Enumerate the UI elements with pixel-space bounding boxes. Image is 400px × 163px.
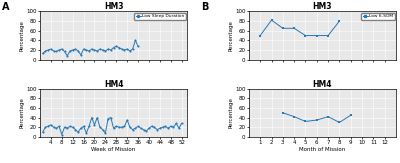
Y-axis label: Percentage: Percentage (228, 20, 234, 51)
Legend: Low Sleep Duration: Low Sleep Duration (134, 13, 186, 20)
Title: HM3: HM3 (104, 2, 123, 11)
Y-axis label: Percentage: Percentage (20, 97, 25, 128)
Title: HM3: HM3 (313, 2, 332, 11)
Legend: Low 6-SOM: Low 6-SOM (361, 13, 395, 20)
Text: A: A (2, 2, 10, 12)
X-axis label: Month of Mission: Month of Mission (299, 148, 346, 152)
Y-axis label: Percentage: Percentage (20, 20, 25, 51)
X-axis label: Week of Mission: Week of Mission (92, 148, 136, 152)
Text: B: B (201, 2, 208, 12)
Y-axis label: Percentage: Percentage (228, 97, 234, 128)
Title: HM4: HM4 (313, 80, 332, 89)
Title: HM4: HM4 (104, 80, 123, 89)
